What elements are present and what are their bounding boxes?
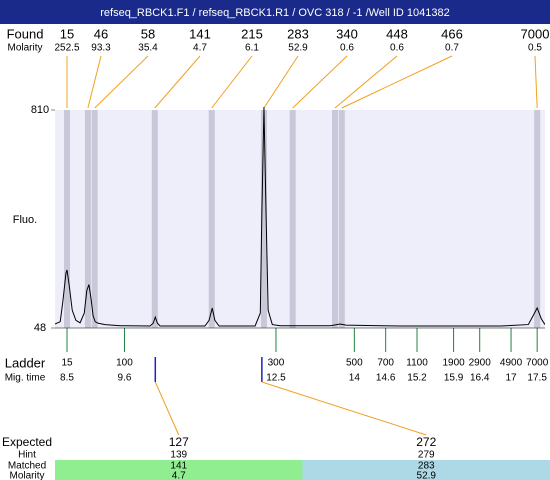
found-connector — [341, 55, 453, 109]
peak-band — [260, 110, 267, 328]
expected-label: Expected — [2, 435, 52, 449]
found-size: 340 — [336, 26, 358, 41]
found-size: 15 — [60, 26, 74, 41]
matched-molarity: 52.9 — [417, 471, 437, 480]
ladder-time: 12.5 — [266, 373, 286, 384]
peak-band — [91, 110, 98, 328]
trace — [55, 107, 545, 327]
matched-label: Matched — [8, 461, 46, 472]
found-molarity: 35.4 — [138, 43, 158, 54]
found-size: 448 — [386, 26, 408, 41]
ladder-size: 1100 — [406, 358, 428, 369]
ladder-time: 16.4 — [470, 373, 490, 384]
found-molarity: 4.7 — [193, 43, 207, 54]
title-bar — [0, 0, 550, 24]
found-connector — [334, 55, 398, 109]
found-size: 283 — [287, 26, 309, 41]
hint-label: Hint — [18, 450, 36, 461]
found-molarity: 252.5 — [54, 43, 79, 54]
peak-band — [332, 110, 338, 328]
found-label: Found — [7, 26, 44, 41]
matched-band — [55, 460, 303, 480]
ladder-time: 14 — [349, 373, 361, 384]
ladder-size: 15 — [61, 358, 73, 369]
ladder-time: 15.9 — [444, 373, 464, 384]
found-molarity: 93.3 — [91, 43, 111, 54]
chart-title: refseq_RBCK1.F1 / refseq_RBCK1.R1 / OVC … — [100, 7, 450, 19]
molarity-label: Molarity — [7, 43, 42, 54]
y-tick-label: 810 — [31, 104, 49, 116]
found-connector — [292, 55, 348, 109]
trace-group — [55, 107, 545, 327]
peak-band — [534, 110, 541, 328]
ladder-size: 700 — [377, 358, 394, 369]
mig-time-label: Mig. time — [5, 373, 46, 384]
ladder-size: 300 — [268, 358, 285, 369]
matched-molarity: 4.7 — [172, 471, 186, 480]
found-connector — [94, 55, 149, 109]
ladder-size: 100 — [116, 358, 133, 369]
found-molarity: 0.7 — [445, 43, 459, 54]
found-connector — [534, 55, 538, 109]
found-molarity: 0.6 — [390, 43, 404, 54]
found-molarity: 0.6 — [340, 43, 354, 54]
peak-band — [208, 110, 215, 328]
hint-size: 139 — [170, 450, 187, 461]
y-tick-label: 48 — [34, 322, 46, 334]
found-size: 58 — [141, 26, 155, 41]
ladder-size: 500 — [346, 358, 363, 369]
ladder-label: Ladder — [5, 355, 46, 370]
expected-size: 272 — [416, 435, 436, 449]
ladder-size: 4900 — [500, 358, 523, 369]
matched-size: 141 — [170, 461, 187, 472]
found-size: 141 — [189, 26, 211, 41]
found-connector — [263, 55, 299, 109]
y-axis-label: Fluo. — [13, 214, 37, 226]
found-size: 7000 — [521, 26, 550, 41]
found-connector — [211, 55, 253, 109]
ladder-size: 7000 — [526, 358, 549, 369]
hint-size: 279 — [418, 450, 435, 461]
found-molarity: 0.5 — [528, 43, 542, 54]
peak-band — [151, 110, 158, 328]
peak-band — [338, 110, 345, 328]
ladder-time: 9.6 — [118, 373, 132, 384]
expected-connector — [154, 381, 180, 436]
ladder-time: 17 — [505, 373, 517, 384]
expected-size: 127 — [169, 435, 189, 449]
ladder-time: 8.5 — [60, 373, 74, 384]
found-molarity: 6.1 — [245, 43, 259, 54]
ladder-time: 14.6 — [376, 373, 396, 384]
found-size: 466 — [441, 26, 463, 41]
expected-connector — [261, 381, 427, 436]
found-size: 215 — [241, 26, 263, 41]
plot-area — [55, 110, 545, 328]
found-connector — [154, 55, 201, 109]
ladder-size: 2900 — [469, 358, 492, 369]
ladder-time: 17.5 — [527, 373, 547, 384]
matched-band — [302, 460, 550, 480]
found-size: 46 — [94, 26, 108, 41]
peak-band — [289, 110, 296, 328]
ladder-size: 1900 — [442, 358, 465, 369]
found-connector — [87, 55, 102, 109]
found-molarity: 52.9 — [288, 43, 308, 54]
matched-size: 283 — [418, 461, 435, 472]
molarity-label: Molarity — [9, 471, 44, 480]
peak-band — [64, 110, 71, 328]
ladder-time: 15.2 — [407, 373, 427, 384]
peak-band — [84, 110, 91, 328]
